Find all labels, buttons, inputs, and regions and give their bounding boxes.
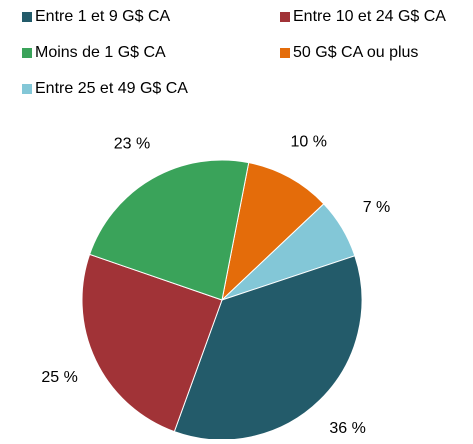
legend-label: 50 G$ CA ou plus: [293, 44, 418, 61]
legend-swatch: [22, 48, 32, 58]
legend-swatch: [280, 48, 290, 58]
pie-slice: [81, 253, 223, 433]
pie-slice: [221, 161, 325, 302]
data-label: 23 %: [114, 135, 150, 152]
legend-label: Entre 10 et 24 G$ CA: [293, 8, 446, 25]
pie-slice: [89, 159, 250, 301]
data-label: 10 %: [291, 134, 327, 151]
legend-label: Moins de 1 G$ CA: [35, 44, 166, 61]
legend-swatch: [280, 12, 290, 22]
legend-label: Entre 1 et 9 G$ CA: [35, 8, 171, 25]
data-label: 36 %: [329, 420, 365, 437]
legend-swatch: [22, 84, 32, 94]
legend-label: Entre 25 et 49 G$ CA: [35, 80, 188, 97]
data-label: 7 %: [363, 199, 391, 216]
data-label: 25 %: [41, 369, 77, 386]
legend-swatch: [22, 12, 32, 22]
